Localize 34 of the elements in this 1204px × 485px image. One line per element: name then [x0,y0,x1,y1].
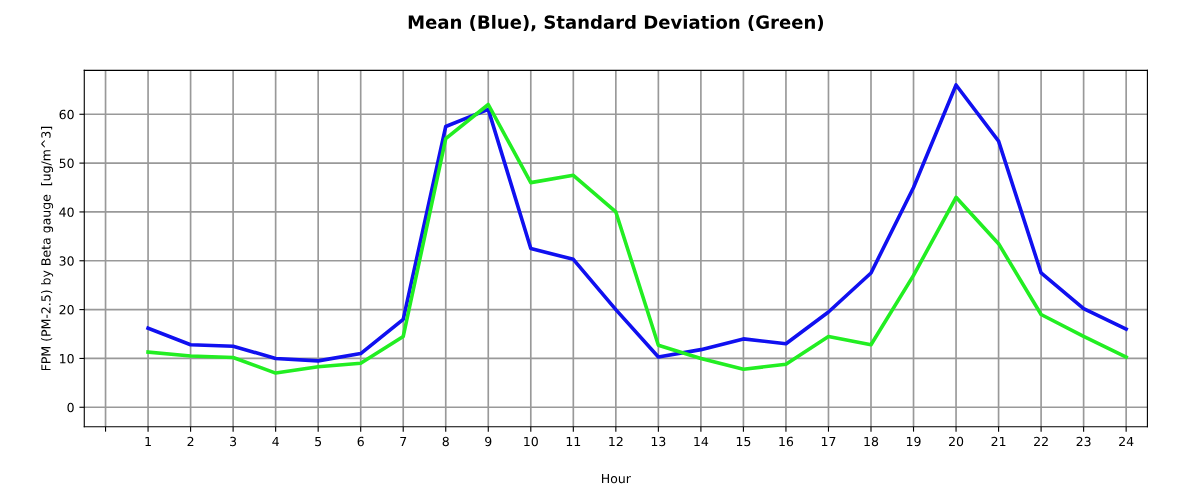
x-tick-label: 9 [485,436,492,447]
x-tick-label: 4 [272,436,279,447]
chart-title: Mean (Blue), Standard Deviation (Green) [408,14,824,32]
x-tick-label: 8 [442,436,449,447]
x-axis-title: Hour [602,474,631,484]
x-tick-label: 11 [566,436,581,447]
y-axis-title: FPM (PM-2.5) by Beta gauge [ug/m^3] [41,126,54,371]
x-tick-label: 22 [1034,436,1048,447]
x-tick-label: 16 [779,436,794,447]
x-tick-label: 24 [1119,436,1134,447]
x-tick-label: 15 [736,436,751,447]
x-tick-label: 12 [609,436,623,447]
x-tick-label: 1 [145,436,151,447]
x-tick-label: 2 [187,436,194,447]
x-tick-label: 18 [864,436,879,447]
x-tick-label: 7 [400,436,407,447]
x-tick-label: 13 [651,436,666,447]
y-tick-label: 20 [59,305,74,315]
x-tick-label: 5 [315,436,322,447]
x-tick-label: 10 [524,436,538,447]
x-tick-label: 3 [230,436,237,447]
x-tick-label: 19 [906,436,921,447]
x-tick-label: 17 [821,436,836,447]
y-tick-label: 10 [60,353,74,364]
y-tick-label: 40 [59,207,74,217]
x-tick-label: 14 [694,436,709,447]
x-tick-label: 6 [357,436,364,447]
y-tick-label: 50 [59,158,74,169]
x-tick-label: 21 [991,436,1006,447]
x-tick-label: 23 [1076,436,1091,447]
x-tick-label: 20 [949,436,964,447]
y-tick-label: 0 [67,402,74,413]
y-tick-label: 60 [59,109,74,120]
y-tick-label: 30 [59,256,74,266]
